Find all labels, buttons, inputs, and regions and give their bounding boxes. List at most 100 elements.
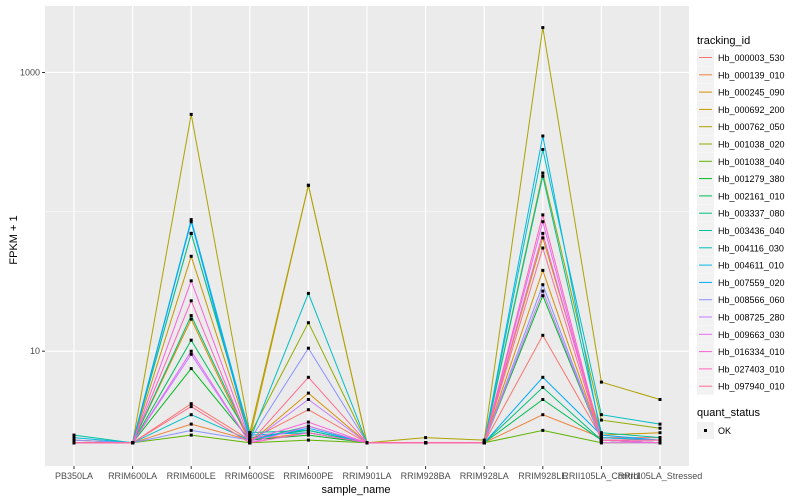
- data-point: [599, 433, 603, 437]
- data-point: [306, 391, 310, 395]
- data-point: [189, 405, 193, 409]
- x-tick-label: RRIM928LE: [518, 471, 567, 481]
- data-point: [541, 283, 545, 287]
- legend-label: Hb_004611_010: [718, 261, 784, 271]
- data-point: [658, 431, 662, 435]
- data-point: [306, 346, 310, 350]
- y-tick-label: 1000: [20, 67, 40, 77]
- data-point: [482, 441, 486, 445]
- data-point: [189, 352, 193, 356]
- data-point: [541, 220, 545, 224]
- data-point: [541, 289, 545, 293]
- data-point: [599, 436, 603, 440]
- legend-title: tracking_id: [697, 35, 750, 47]
- legend-label: Hb_003436_040: [718, 226, 785, 236]
- data-point: [306, 408, 310, 412]
- data-point: [306, 420, 310, 424]
- legend-label: Hb_000139_010: [718, 70, 785, 80]
- data-point: [599, 413, 603, 417]
- x-axis-title: sample_name: [321, 484, 390, 496]
- data-point: [306, 424, 310, 428]
- data-point: [599, 431, 603, 435]
- data-point: [189, 231, 193, 235]
- data-point: [658, 441, 662, 445]
- legend-label: Hb_000762_050: [718, 122, 785, 132]
- data-point: [189, 402, 193, 406]
- series-points: [72, 26, 662, 445]
- data-point: [599, 438, 603, 442]
- x-tick-label: RRIM600SE: [225, 471, 275, 481]
- data-point: [658, 398, 662, 401]
- data-point: [189, 428, 193, 432]
- data-point: [72, 436, 76, 440]
- quant-status-key-point: [704, 429, 707, 432]
- data-point: [424, 441, 428, 445]
- data-point: [658, 426, 662, 430]
- data-point: [72, 433, 76, 437]
- data-point: [72, 441, 76, 445]
- data-point: [306, 433, 310, 437]
- data-point: [248, 433, 252, 437]
- x-tick-label: RRIM928LA: [460, 471, 509, 481]
- data-point: [189, 338, 193, 342]
- data-point: [248, 438, 252, 442]
- data-point: [541, 413, 545, 417]
- data-point: [189, 218, 193, 222]
- data-point: [306, 431, 310, 435]
- x-tick-label: RRIM600PE: [283, 471, 333, 481]
- y-tick-label: 10: [30, 346, 40, 356]
- data-point: [541, 134, 545, 138]
- x-tick-label: RRIM600LA: [108, 471, 157, 481]
- legend-label: Hb_001038_040: [718, 157, 785, 167]
- data-point: [541, 174, 545, 178]
- legend-label: Hb_000245_090: [718, 88, 785, 98]
- data-point: [541, 428, 545, 432]
- data-point: [189, 349, 193, 353]
- data-point: [189, 299, 193, 303]
- legend: tracking_id Hb_000003_530 Hb_000139_010 Hb…: [697, 35, 785, 439]
- legend-label: Hb_003337_080: [718, 209, 785, 219]
- x-tick-label: RRII105LA_Stressed: [618, 471, 703, 481]
- data-point: [189, 317, 193, 321]
- legend-label: Hb_000003_530: [718, 53, 785, 63]
- data-point: [189, 422, 193, 426]
- data-point: [189, 279, 193, 283]
- data-point: [541, 231, 545, 235]
- x-tick-label: RRII105LA_Control: [562, 471, 640, 481]
- data-point: [541, 171, 545, 175]
- data-point: [541, 246, 545, 250]
- x-tick-label: PB350LA: [55, 471, 93, 481]
- data-point: [306, 398, 310, 401]
- y-axis-title: FPKM + 1: [8, 215, 20, 264]
- data-point: [541, 148, 545, 151]
- data-point: [189, 254, 193, 258]
- legend-label: Hb_002161_010: [718, 191, 785, 201]
- data-point: [599, 418, 603, 422]
- x-tick-label: RRIM600LE: [167, 471, 216, 481]
- legend-label: Hb_008725_280: [718, 313, 785, 323]
- data-point: [248, 436, 252, 440]
- data-point: [541, 398, 545, 401]
- legend-label: Hb_016334_010: [718, 347, 785, 357]
- data-point: [541, 375, 545, 379]
- data-point: [306, 321, 310, 325]
- data-point: [72, 438, 76, 442]
- legend-label: Hb_000692_200: [718, 105, 785, 115]
- data-point: [306, 428, 310, 432]
- data-point: [541, 268, 545, 272]
- axis-ticks: PB350LA RRIM600LA RRIM600LE RRIM600SE RRIM60…: [20, 67, 702, 481]
- data-point: [189, 367, 193, 371]
- data-point: [599, 441, 603, 445]
- data-point: [248, 441, 252, 445]
- data-point: [189, 112, 193, 116]
- data-point: [658, 438, 662, 442]
- data-point: [248, 431, 252, 435]
- legend-label: Hb_008566_060: [718, 295, 785, 305]
- data-point: [658, 436, 662, 440]
- data-point: [541, 213, 545, 217]
- legend-label: Hb_004116_030: [718, 243, 784, 253]
- legend-label: Hb_007559_020: [718, 278, 785, 288]
- data-point: [541, 26, 545, 30]
- data-point: [189, 314, 193, 318]
